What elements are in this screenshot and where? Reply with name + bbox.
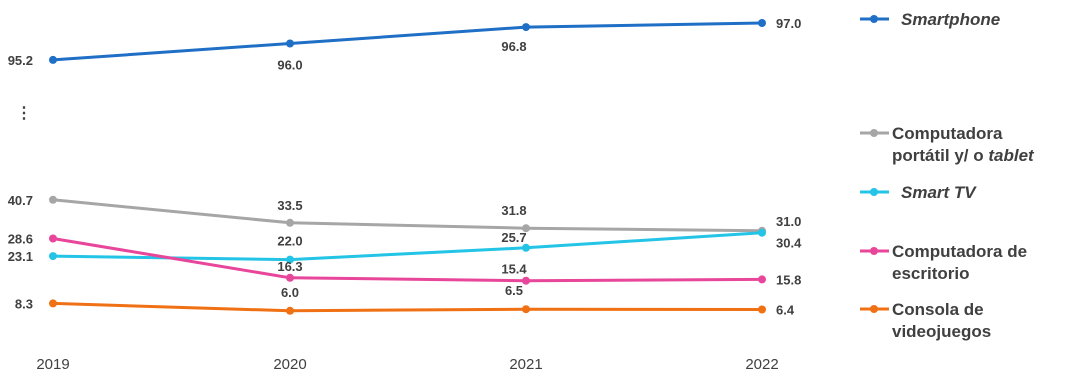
data-label-smarttv: 23.1 bbox=[8, 249, 33, 264]
data-point-console bbox=[522, 305, 530, 314]
data-point-smartphone bbox=[758, 19, 766, 27]
data-point-laptop bbox=[49, 195, 57, 204]
data-point-smarttv bbox=[758, 228, 766, 237]
data-label-laptop: 31.8 bbox=[501, 203, 526, 218]
legend-label-smartphone: Smartphone bbox=[901, 10, 1000, 29]
data-point-desktop bbox=[758, 275, 766, 284]
legend-marker-dot-console bbox=[870, 305, 878, 313]
data-point-desktop bbox=[49, 234, 57, 243]
series-line-console bbox=[52, 301, 763, 313]
data-point-console bbox=[758, 305, 766, 314]
data-point-smartphone bbox=[286, 39, 294, 48]
x-tick-label: 2019 bbox=[36, 356, 69, 373]
data-point-smartphone bbox=[522, 23, 530, 32]
data-label-desktop: 16.3 bbox=[277, 259, 302, 274]
series-line-smartphone bbox=[52, 21, 763, 62]
data-label-smartphone: 95.2 bbox=[8, 53, 33, 68]
data-point-desktop bbox=[286, 273, 294, 282]
data-point-smarttv bbox=[522, 243, 530, 252]
data-label-smartphone: 96.0 bbox=[277, 58, 302, 73]
legend-marker-dot-smartphone bbox=[870, 15, 878, 23]
data-point-console bbox=[49, 299, 57, 308]
series-line-desktop bbox=[52, 237, 763, 283]
data-label-console: 8.3 bbox=[15, 296, 33, 311]
data-label-smarttv: 25.7 bbox=[501, 230, 526, 245]
data-label-desktop: 15.4 bbox=[501, 262, 527, 277]
legend-label-laptop: portátil y/ o tablet bbox=[892, 146, 1035, 165]
legend-label-desktop: escritorio bbox=[892, 264, 969, 283]
legend-label-console: Consola de bbox=[892, 300, 984, 319]
series-line-laptop bbox=[52, 198, 763, 233]
data-label-laptop: 33.5 bbox=[277, 198, 302, 213]
data-point-desktop bbox=[522, 276, 530, 285]
data-label-smarttv: 30.4 bbox=[776, 236, 802, 251]
data-point-smarttv bbox=[286, 255, 294, 264]
x-tick-label: 2021 bbox=[509, 356, 542, 373]
legend-label-smarttv: Smart TV bbox=[901, 183, 977, 202]
data-label-desktop: 15.8 bbox=[776, 272, 801, 287]
data-label-laptop: 31.0 bbox=[776, 214, 801, 229]
data-label-desktop: 28.6 bbox=[8, 232, 33, 247]
data-label-laptop: 40.7 bbox=[8, 193, 33, 208]
data-label-console: 6.4 bbox=[776, 303, 795, 318]
data-label-console: 6.0 bbox=[281, 285, 299, 300]
legend-label-laptop: Computadora bbox=[892, 124, 1003, 143]
legend-marker-dot-laptop bbox=[870, 129, 878, 137]
data-point-smartphone bbox=[49, 55, 57, 64]
legend-marker-dot-smarttv bbox=[870, 188, 878, 196]
data-point-console bbox=[286, 306, 294, 315]
legend-label-console: videojuegos bbox=[892, 322, 991, 341]
axis-break-marker: ⋮ bbox=[16, 105, 32, 122]
x-tick-label: 2020 bbox=[273, 356, 306, 373]
data-label-smartphone: 96.8 bbox=[501, 39, 526, 54]
legend-label-desktop: Computadora de bbox=[892, 242, 1027, 261]
data-point-smarttv bbox=[49, 252, 57, 261]
data-label-smarttv: 22.0 bbox=[277, 234, 302, 249]
data-point-laptop bbox=[286, 218, 294, 227]
x-tick-label: 2022 bbox=[745, 356, 778, 373]
data-label-smartphone: 97.0 bbox=[776, 16, 801, 31]
data-label-console: 6.5 bbox=[505, 283, 523, 298]
data-point-laptop bbox=[522, 224, 530, 233]
legend-marker-dot-desktop bbox=[870, 247, 878, 255]
